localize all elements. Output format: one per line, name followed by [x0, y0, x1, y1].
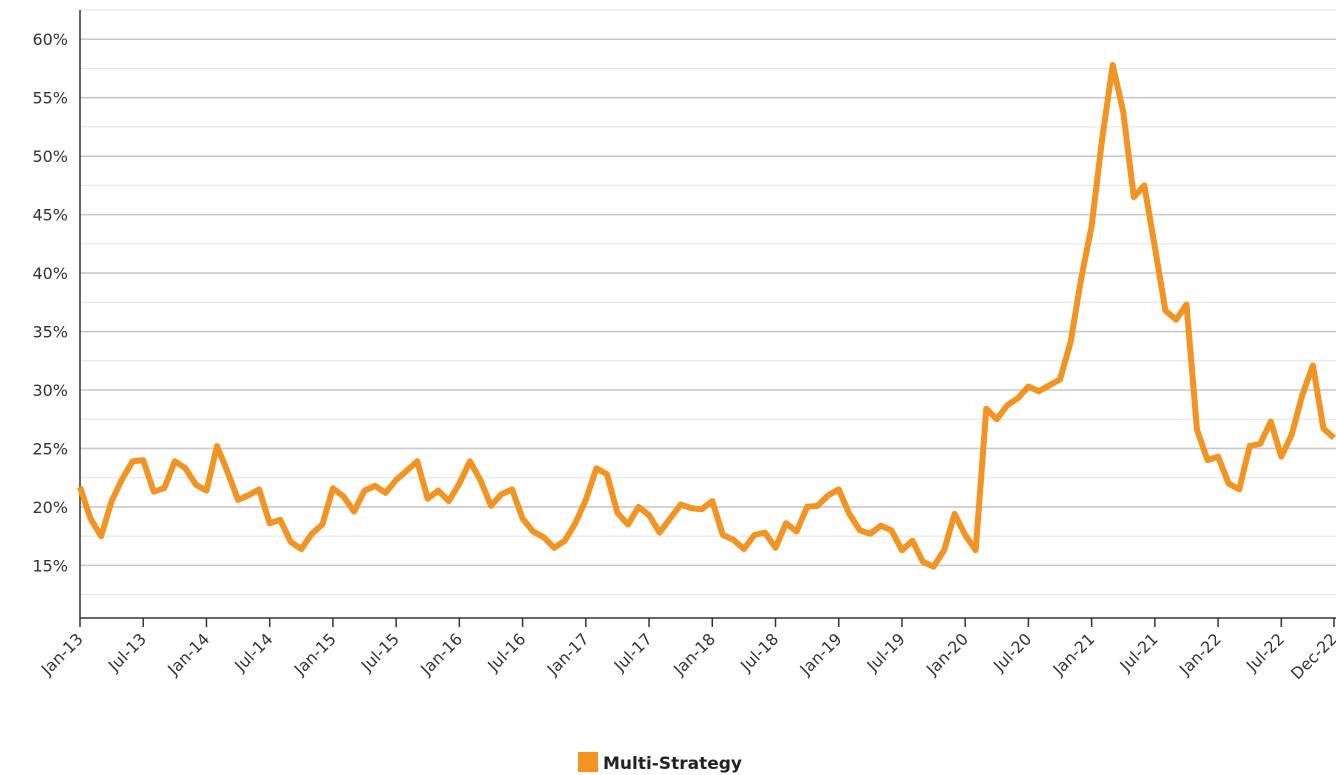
- x-tick-label: Jan-21: [1048, 629, 1098, 679]
- y-tick-label: 50%: [32, 147, 68, 166]
- y-tick-label: 35%: [32, 323, 68, 342]
- x-tick-label: Jul-13: [104, 629, 150, 675]
- x-tick-label: Jan-20: [922, 629, 972, 679]
- legend-label: Multi-Strategy: [603, 754, 742, 774]
- x-tick-label: Jan-14: [163, 629, 213, 679]
- x-tick-label: Jan-18: [669, 629, 719, 679]
- x-tick-label: Jan-17: [543, 629, 593, 679]
- x-tick-label: Jul-19: [863, 629, 909, 675]
- x-tick-label: Jul-14: [230, 629, 276, 675]
- x-tick-label: Jan-19: [795, 629, 845, 679]
- x-tick-labels: Jan-13 Jul-13 Jan-14 Jul-14 Jan-15 Jul-15 Jan-…: [37, 618, 1336, 683]
- y-tick-label: 15%: [32, 556, 68, 575]
- y-tick-label: 45%: [32, 206, 68, 225]
- x-tick-label: Jan-16: [416, 629, 466, 679]
- x-tick-label: Jul-21: [1115, 629, 1161, 675]
- series-lines: [77, 62, 1336, 570]
- x-tick-label: Jul-18: [736, 629, 782, 675]
- y-tick-labels: 15% 20% 25% 30% 35% 40% 45% 50% 55% 60%: [32, 30, 68, 575]
- y-tick-label: 55%: [32, 89, 68, 108]
- series-line-multi-strategy: [77, 62, 1336, 570]
- y-tick-label: 25%: [32, 439, 68, 458]
- x-tick-label: Jan-15: [290, 629, 340, 679]
- x-tick-label: Jul-22: [1242, 629, 1288, 675]
- x-tick-label: Dec-22: [1287, 629, 1336, 683]
- y-tick-label: 60%: [32, 30, 68, 49]
- axes: [79, 10, 1336, 619]
- y-tick-label: 40%: [32, 264, 68, 283]
- legend-swatch: [578, 752, 598, 772]
- legend: Multi-Strategy: [578, 752, 742, 774]
- x-tick-label: Jan-22: [1175, 629, 1225, 679]
- y-tick-label: 20%: [32, 498, 68, 517]
- y-tick-label: 30%: [32, 381, 68, 400]
- x-tick-label: Jul-17: [610, 629, 656, 675]
- x-tick-label: Jul-20: [989, 629, 1035, 675]
- x-tick-label: Jul-16: [483, 629, 529, 675]
- x-tick-label: Jan-13: [37, 629, 87, 679]
- x-tick-label: Jul-15: [357, 629, 403, 675]
